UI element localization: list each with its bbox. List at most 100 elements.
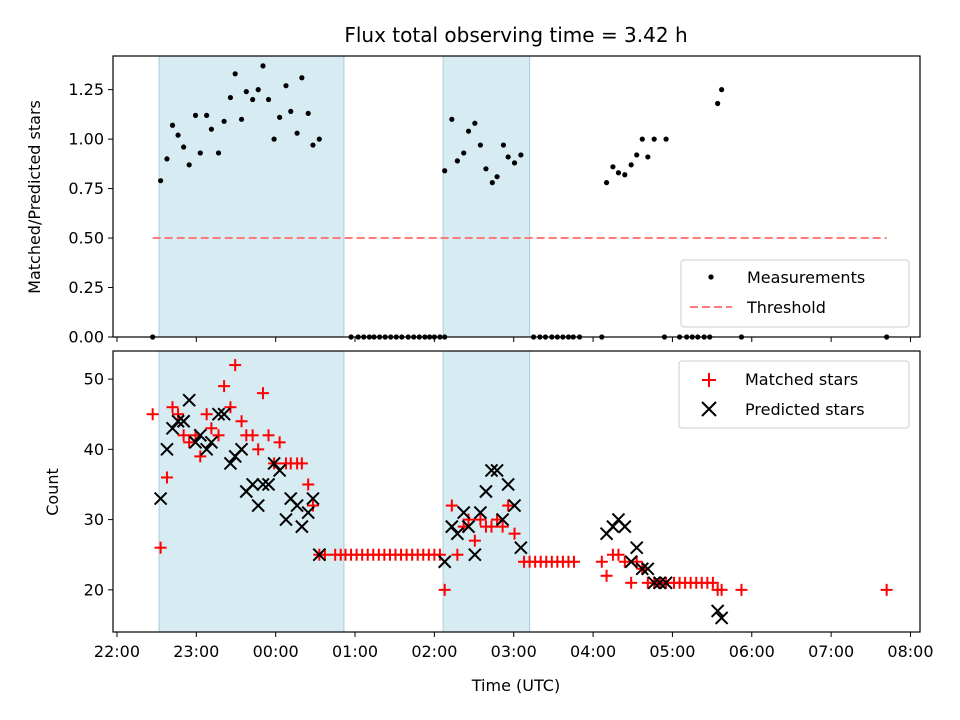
- matched-star-point: [595, 555, 608, 568]
- chart-title: Flux total observing time = 3.42 h: [344, 23, 687, 47]
- predicted-star-point: [306, 491, 320, 506]
- measurement-point: [511, 160, 518, 166]
- matched-star-point: [502, 499, 515, 512]
- x-tick-label: 07:00: [808, 642, 854, 661]
- x-tick-label: 06:00: [729, 642, 775, 661]
- predicted-star-point: [461, 519, 476, 534]
- legend-measurements-label: Measurements: [747, 268, 865, 287]
- measurement-point: [615, 170, 622, 176]
- measurement-point: [215, 150, 222, 156]
- predicted-star-point: [217, 407, 231, 421]
- measurement-point: [628, 162, 634, 168]
- legend-threshold-label: Threshold: [746, 298, 826, 317]
- top-y-axis-label: Matched/Predicted stars: [25, 100, 44, 294]
- matched-star-point: [252, 443, 265, 456]
- predicted-star-point: [495, 512, 510, 527]
- measurement-point: [227, 94, 234, 101]
- measurement-point: [518, 152, 524, 158]
- predicted-star-point: [256, 477, 270, 492]
- x-tick-label: 03:00: [491, 642, 537, 661]
- top-axes-frame: [112, 55, 921, 338]
- matched-star-point: [224, 401, 237, 414]
- predicted-star-point: [211, 407, 226, 421]
- matched-star-point: [600, 569, 613, 582]
- matched-star-point: [166, 401, 179, 414]
- measurement-point: [164, 156, 170, 162]
- predicted-star-point: [490, 463, 504, 478]
- predicted-star-point: [653, 576, 667, 590]
- matched-star-point: [474, 513, 487, 526]
- bottom-axes-frame: [112, 350, 921, 633]
- bottom-panel: 20 30 40 50 22:00 23:00 00:00 01:00 02:00 03:00 0…: [43, 350, 934, 695]
- measurement-point: [449, 116, 455, 122]
- matched-star-point: [706, 576, 719, 589]
- predicted-star-point: [295, 519, 309, 534]
- measurement-point: [255, 87, 261, 93]
- matched-star-point: [568, 555, 581, 568]
- matched-star-point: [146, 408, 159, 421]
- matched-star-point: [160, 471, 173, 484]
- predicted-star-point: [234, 442, 249, 457]
- matched-star-point: [183, 436, 196, 449]
- measurement-point: [277, 114, 283, 120]
- measurement-point: [243, 89, 249, 95]
- predicted-star-point: [312, 548, 327, 562]
- bottom-y-axis-label: Count: [43, 468, 62, 516]
- x-tick-label: 22:00: [94, 642, 140, 661]
- measurement-point: [634, 152, 640, 158]
- predicted-star-point: [445, 519, 459, 534]
- matched-star-point: [735, 583, 748, 596]
- predicted-star-point: [165, 421, 180, 435]
- x-axis-label: Time (UTC): [471, 676, 560, 695]
- measurement-point: [651, 136, 657, 142]
- matched-star-point: [256, 387, 269, 400]
- x-tick-label: 01:00: [332, 642, 378, 661]
- predicted-star-point: [261, 477, 276, 492]
- measurement-point: [271, 136, 277, 142]
- matched-star-point: [318, 548, 331, 561]
- measurement-point: [505, 154, 511, 160]
- predicted-star-point: [659, 576, 673, 590]
- matched-star-point: [468, 534, 481, 547]
- predicted-star-point: [618, 519, 632, 534]
- measurement-point: [316, 136, 322, 142]
- top-legend: Measurements Threshold: [680, 259, 910, 328]
- predicted-star-point: [647, 576, 661, 590]
- y-tick-label: 0.50: [68, 229, 104, 248]
- matched-star-point: [496, 520, 509, 533]
- measurement-point: [310, 142, 316, 148]
- predicted-star-point: [514, 540, 528, 555]
- matched-star-point: [302, 478, 315, 491]
- predicted-star-point: [714, 611, 729, 625]
- measurement-point: [204, 112, 210, 118]
- observing-window-1: [158, 350, 345, 633]
- matched-star-point: [612, 548, 625, 561]
- measurement-point: [221, 118, 227, 124]
- matched-star-point: [218, 380, 231, 393]
- y-tick-label: 0.00: [68, 328, 104, 347]
- predicted-star-point: [188, 435, 203, 450]
- predicted-star-point: [624, 555, 638, 569]
- measurement-point: [645, 154, 651, 160]
- measurement-point: [663, 136, 669, 142]
- predicted-star-point: [267, 456, 281, 471]
- matched-star-point: [235, 415, 248, 428]
- matched-star-point: [194, 450, 207, 463]
- measurement-point: [639, 136, 645, 142]
- y-tick-label: 0.75: [68, 179, 104, 198]
- x-tick-label: 02:00: [411, 642, 457, 661]
- measurement-point: [494, 174, 500, 180]
- measurement-point: [197, 150, 203, 156]
- predicted-star-point: [223, 456, 238, 471]
- matched-star-point: [273, 436, 286, 449]
- measurement-point: [232, 71, 238, 77]
- measurement-point: [472, 120, 478, 126]
- legend-predicted-marker: [701, 401, 717, 417]
- matched-star-point: [715, 583, 728, 596]
- matched-star-point: [229, 359, 242, 372]
- matched-star-point: [462, 513, 475, 526]
- measurement-point: [610, 164, 616, 170]
- measurement-point: [186, 162, 192, 168]
- measurement-point: [238, 116, 245, 122]
